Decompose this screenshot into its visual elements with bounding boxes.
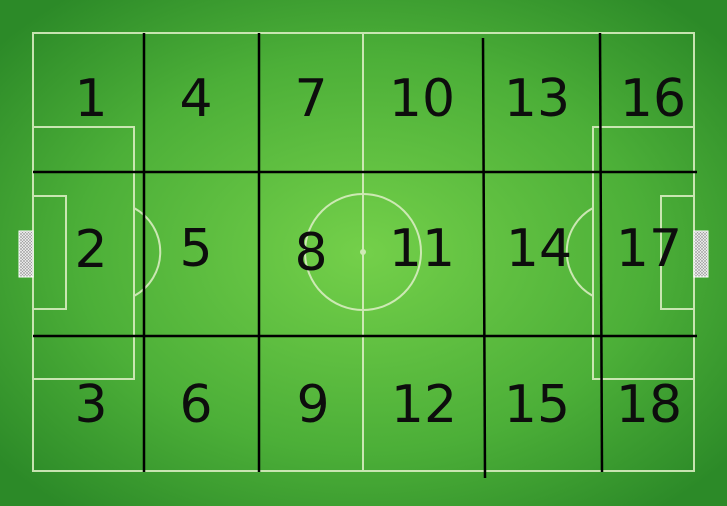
zone-13-number: 13	[504, 69, 570, 129]
zone-12-number: 12	[391, 375, 457, 435]
zone-7-number: 7	[294, 69, 327, 129]
grid-line-vertical-3	[481, 37, 487, 479]
center-spot	[360, 249, 366, 255]
grid-line-vertical-4	[598, 32, 604, 473]
zone-10-number: 10	[389, 69, 455, 129]
zone-1-number: 1	[74, 69, 107, 129]
zone-17-number: 17	[616, 219, 682, 279]
zone-3-number: 3	[74, 375, 107, 435]
zone-2-number: 2	[74, 220, 107, 280]
left-goal-net-icon	[18, 230, 34, 278]
zone-16-number: 16	[620, 69, 686, 129]
left-penalty-arc	[133, 207, 162, 297]
zone-11-number: 11	[389, 219, 455, 279]
zone-4-number: 4	[179, 69, 212, 129]
zone-15-number: 15	[504, 375, 570, 435]
right-penalty-arc	[565, 207, 594, 297]
zone-18-number: 18	[616, 375, 682, 435]
zone-5-number: 5	[179, 219, 212, 279]
right-goal-net-icon	[693, 230, 709, 278]
zone-6-number: 6	[179, 375, 212, 435]
zone-grid	[33, 32, 697, 479]
zone-9-number: 9	[296, 375, 329, 435]
zone-numbers: 1 2 3 4 5 6 7 8 9 10 11 12 13 14 15 16 1…	[74, 69, 686, 435]
zone-8-number: 8	[294, 223, 327, 283]
center-circle	[304, 193, 422, 311]
zone-14-number: 14	[506, 219, 572, 279]
